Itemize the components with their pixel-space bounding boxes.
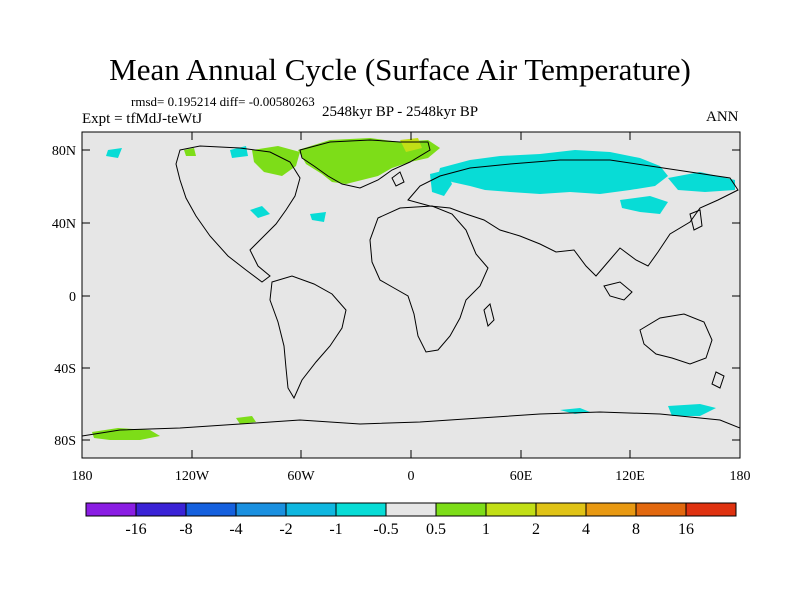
colorbar-box: [85, 502, 137, 517]
lat-tick-label: 80S: [54, 434, 76, 449]
colorbar-box: [685, 502, 737, 517]
colorbar-box: [635, 502, 687, 517]
lon-tick-label: 60E: [510, 469, 533, 484]
colorbar-box: [385, 502, 437, 517]
lon-tick-label: 0: [408, 469, 415, 484]
australia-outline: [639, 313, 713, 365]
north-america-cool-spot: [250, 206, 270, 218]
colorbar-label: -4: [229, 521, 242, 538]
colorbar-label: 0.5: [426, 521, 446, 538]
south-america-outline: [269, 275, 347, 400]
rmsd-diff-stats: rmsd= 0.195214 diff= -0.00580263: [131, 94, 315, 109]
colorbar-label: -0.5: [373, 521, 398, 538]
greenland-outline: [299, 139, 431, 189]
north-america-outline: [175, 145, 301, 283]
colorbar-label: 1: [482, 521, 490, 538]
coastlines: [82, 139, 740, 458]
eurasia-outline: [407, 159, 739, 277]
map-title: Mean Annual Cycle (Surface Air Temperatu…: [109, 52, 691, 87]
colorbar-box: [535, 502, 587, 517]
colorbar-label: 2: [532, 521, 540, 538]
lon-tick-label: 60W: [287, 469, 315, 484]
antarctica-outline: [82, 411, 740, 458]
lat-tick-label: 40S: [54, 362, 76, 377]
lat-tick-label: 80N: [52, 144, 76, 159]
lat-tick-label: 0: [69, 290, 76, 305]
colorbar-box: [335, 502, 387, 517]
canadian-arctic-warm-region: [252, 146, 300, 176]
new-zealand-outline: [711, 371, 725, 389]
colorbar-box: [135, 502, 187, 517]
colorbar-box: [485, 502, 537, 517]
madagascar-outline: [483, 303, 495, 327]
colorbar-box: [235, 502, 287, 517]
canada-cool-spot: [230, 146, 248, 158]
anomaly-shading: [92, 138, 735, 440]
colorbar-label: -16: [125, 521, 146, 538]
longitude-axis: 180 120W 60W 0 60E 120E 180: [72, 132, 751, 484]
lon-tick-label: 180: [72, 469, 93, 484]
japan-outline: [689, 209, 703, 231]
east-asia-cool-region: [620, 196, 668, 214]
colorbar-box: [585, 502, 637, 517]
colorbar-box: [435, 502, 487, 517]
indonesia-outline: [603, 281, 633, 301]
scandinavia-cool-region: [430, 170, 452, 196]
far-east-cool-region: [668, 172, 735, 192]
colorbar-label: -1: [329, 521, 342, 538]
colorbar-label: -2: [279, 521, 292, 538]
antarctic-cool-region: [668, 404, 716, 416]
africa-outline: [369, 205, 489, 353]
russia-cool-spot: [480, 172, 506, 186]
colorbar-box: [185, 502, 237, 517]
alaska-warm-spot: [184, 148, 196, 156]
british-isles-outline: [391, 171, 405, 187]
lon-tick-label: 120W: [175, 469, 210, 484]
colorbar: -16 -8 -4 -2 -1 -0.5 0.5 1 2 4 8 16: [85, 502, 737, 538]
experiment-label: Expt = tfMdJ-teWtJ: [82, 111, 203, 127]
antarctic-warm-spot: [236, 416, 256, 424]
season-label: ANN: [706, 109, 739, 125]
latitude-axis: 80N 40N 0 40S 80S: [52, 144, 740, 449]
atlantic-cool-spot: [310, 212, 326, 222]
lon-tick-label: 180: [730, 469, 751, 484]
colorbar-label: -8: [179, 521, 192, 538]
period-label: 2548kyr BP - 2548kyr BP: [322, 104, 479, 120]
lon-tick-label: 120E: [615, 469, 645, 484]
colorbar-label: 8: [632, 521, 640, 538]
colorbar-box: [285, 502, 337, 517]
lat-tick-label: 40N: [52, 217, 76, 232]
colorbar-label: 4: [582, 521, 590, 538]
colorbar-label: 16: [678, 521, 694, 538]
arctic-cool-spot: [106, 148, 122, 158]
greenland-warm-region: [298, 138, 440, 184]
antarctic-warm-region: [92, 428, 160, 440]
